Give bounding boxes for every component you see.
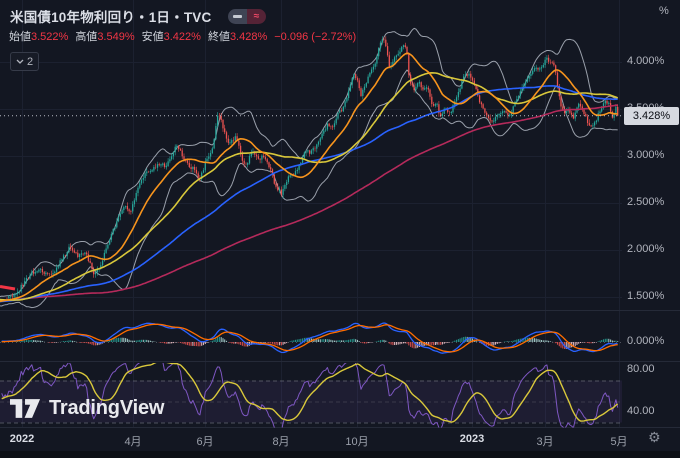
indicators-count: 2 (27, 55, 34, 68)
time-axis-label: 2023 (459, 433, 485, 445)
indicators-collapse-chip[interactable]: 2 (10, 52, 40, 71)
high-label: 高値 (75, 31, 98, 43)
price-axis-label: 2.500% (627, 196, 665, 208)
rsi-axis-label: 80.00 (627, 363, 655, 375)
close-value: 3.428% (229, 31, 268, 43)
status-pill[interactable]: ≈ (228, 9, 266, 24)
settings-gear-icon[interactable]: ⚙ (648, 429, 661, 445)
open-value: 3.522% (31, 31, 69, 43)
symbol-title[interactable]: 米国債10年物利回り・1日・TVC (10, 10, 212, 25)
time-axis-label: 2022 (9, 433, 35, 445)
price-axis-unit: % (659, 5, 669, 17)
price-axis-label: 3.000% (627, 149, 665, 161)
ohlc-row: 始値3.522% 高値3.549% 安値3.422% 終値3.428% −0.096 (… (9, 28, 363, 44)
tradingview-watermark[interactable]: TradingView (10, 397, 164, 420)
market-closed-icon (228, 9, 247, 24)
price-axis-label: 2.000% (627, 243, 665, 255)
last-price-badge: 3.428% (624, 106, 679, 125)
bottom-strip (0, 451, 680, 458)
time-axis-label: 3月 (536, 436, 554, 448)
time-axis-label: 6月 (196, 436, 214, 448)
time-axis-label: 8月 (272, 436, 290, 448)
low-value: 3.422% (163, 31, 201, 43)
rsi-axis-label: 40.00 (627, 405, 655, 417)
change-value: −0.096 (−2.72%) (274, 31, 357, 43)
close-label: 終値 (207, 31, 230, 43)
low-label: 安値 (141, 31, 164, 43)
open-label: 始値 (9, 31, 31, 43)
time-axis-label: 5月 (610, 436, 628, 448)
time-axis-label: 10月 (345, 436, 369, 448)
delayed-data-icon: ≈ (247, 9, 266, 24)
watermark-text: TradingView (49, 397, 165, 419)
tradingview-logo-icon (10, 399, 41, 418)
time-axis-label: 4月 (124, 436, 142, 448)
chevron-down-icon (16, 59, 24, 64)
price-axis-label: 4.000% (627, 55, 665, 67)
price-axis-label: 1.500% (627, 290, 665, 302)
macd-axis-label: 0.000% (627, 335, 665, 347)
high-value: 3.549% (97, 31, 135, 43)
